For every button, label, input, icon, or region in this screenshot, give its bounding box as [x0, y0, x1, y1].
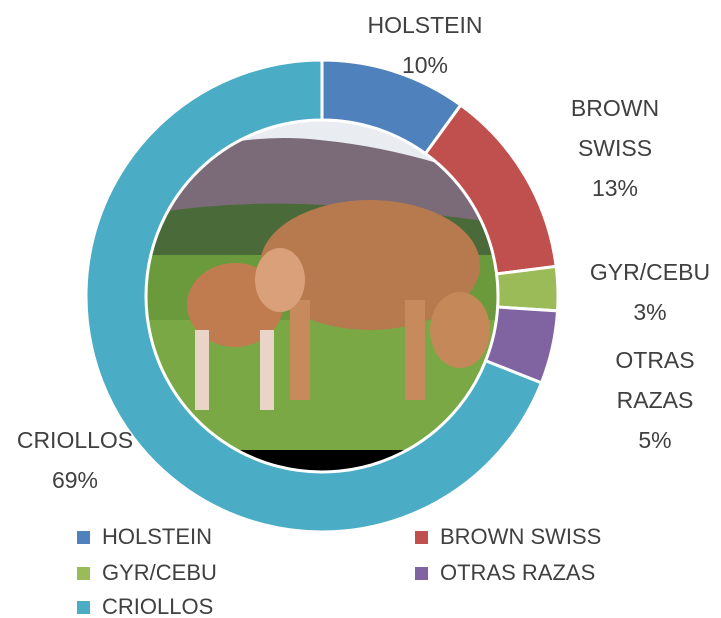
- label-category: GYR/CEBU: [589, 259, 711, 285]
- legend-item: CRIOLLOS: [77, 592, 213, 618]
- legend-swatch: [77, 600, 90, 614]
- label-value: 5%: [638, 427, 672, 453]
- legend-swatch: [77, 566, 90, 580]
- label-category: CRIOLLOS: [16, 427, 134, 453]
- label-category: OTRAS RAZAS: [615, 347, 695, 413]
- data-label: HOLSTEIN 10%: [365, 5, 485, 85]
- legend-item: BROWN SWISS: [415, 522, 601, 552]
- data-label: CRIOLLOS 69%: [10, 420, 140, 500]
- legend-item: OTRAS RAZAS: [415, 558, 595, 588]
- donut-slice: [84, 58, 544, 534]
- legend-label: HOLSTEIN: [102, 524, 213, 549]
- label-value: 69%: [51, 467, 99, 493]
- legend-label: BROWN SWISS: [440, 524, 602, 549]
- legend-swatch: [415, 566, 428, 580]
- label-value: 13%: [591, 175, 639, 201]
- data-label: BROWN SWISS 13%: [560, 88, 670, 208]
- label-category: BROWN SWISS: [570, 95, 660, 161]
- donut-slice: [494, 264, 560, 313]
- data-label: GYR/CEBU 3%: [585, 252, 715, 332]
- legend-item: GYR/CEBU: [77, 558, 217, 588]
- legend-item: HOLSTEIN: [77, 522, 212, 552]
- label-value: 3%: [633, 299, 667, 325]
- legend-swatch: [77, 530, 90, 544]
- legend-label: OTRAS RAZAS: [440, 560, 596, 585]
- legend-swatch: [415, 530, 428, 544]
- legend-label: CRIOLLOS: [102, 594, 214, 618]
- legend-label: GYR/CEBU: [102, 560, 217, 585]
- label-value: 10%: [401, 52, 449, 78]
- label-category: HOLSTEIN: [367, 12, 483, 38]
- data-label: OTRAS RAZAS 5%: [595, 340, 715, 460]
